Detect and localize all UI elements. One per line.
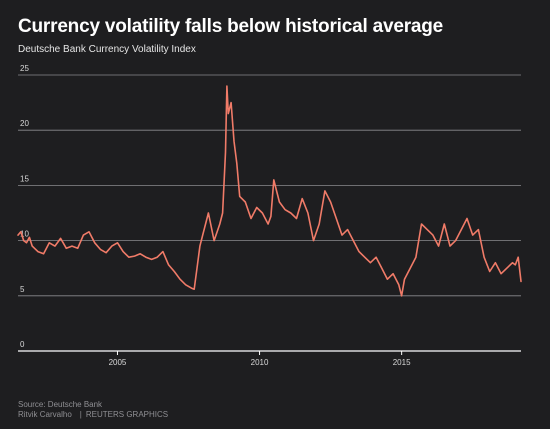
y-tick-label-25: 25: [20, 64, 29, 73]
y-tick-label-10: 10: [20, 230, 29, 239]
series-line-0: [17, 85, 522, 297]
credit-separator: |: [79, 410, 82, 419]
publisher-credit: REUTERS GRAPHICS: [85, 410, 169, 419]
chart-subtitle: Deutsche Bank Currency Volatility Index: [18, 44, 196, 55]
chart-title: Currency volatility falls below historic…: [18, 16, 444, 37]
x-tick-label-2010: 2010: [251, 358, 269, 367]
y-tick-label-20: 20: [20, 119, 29, 128]
y-tick-label-5: 5: [20, 285, 25, 294]
author-credit: Ritvik Carvalho: [18, 410, 72, 419]
credit-line: Ritvik Carvalho | REUTERS GRAPHICS: [18, 410, 168, 419]
x-tick-label-2005: 2005: [109, 358, 127, 367]
x-tick-label-2015: 2015: [393, 358, 411, 367]
source-note: Source: Deutsche Bank: [18, 400, 103, 409]
y-tick-label-0: 0: [20, 340, 25, 349]
y-tick-label-15: 15: [20, 174, 29, 183]
